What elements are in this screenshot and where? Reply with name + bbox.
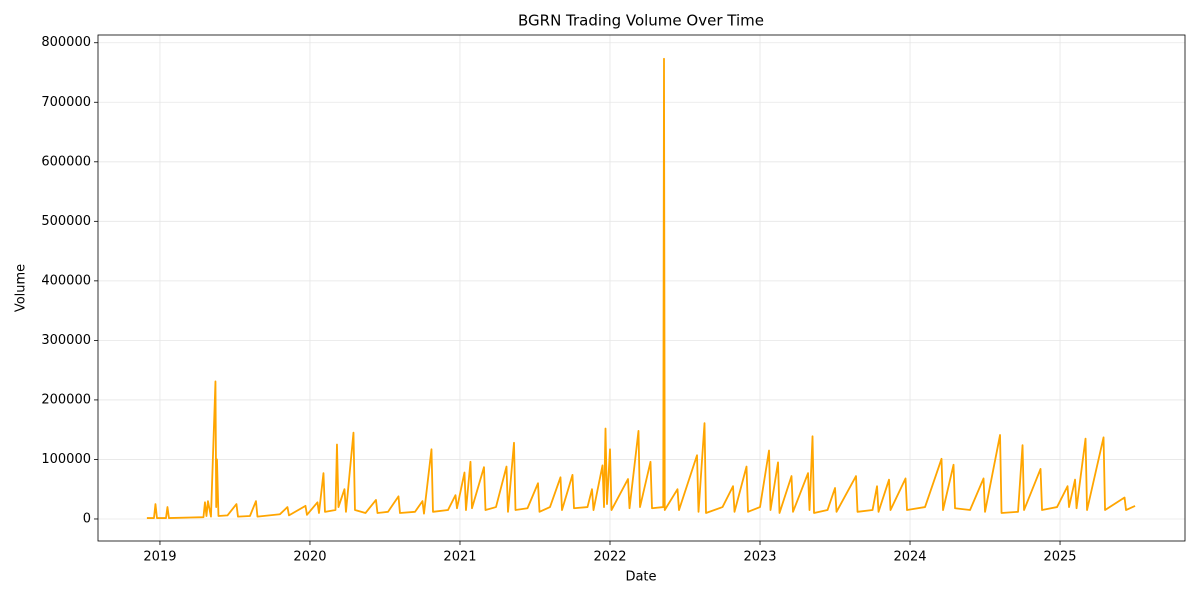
chart-title: BGRN Trading Volume Over Time	[518, 12, 764, 30]
y-axis-label: Volume	[14, 264, 29, 312]
y-tick-label: 800000	[41, 35, 91, 50]
y-tick-label: 600000	[41, 154, 91, 169]
x-tick-label: 2022	[593, 550, 626, 565]
y-tick-label: 500000	[41, 214, 91, 229]
x-tick-label: 2024	[893, 550, 926, 565]
data-line	[146, 57, 1136, 519]
x-tick-label: 2020	[293, 550, 326, 565]
y-tick-label: 100000	[41, 452, 91, 467]
y-tick-label: 300000	[41, 333, 91, 348]
x-tick-label: 2019	[143, 550, 176, 565]
x-tick-label: 2021	[443, 550, 476, 565]
x-axis-label: Date	[625, 570, 656, 585]
x-tick-label: 2023	[743, 550, 776, 565]
plot-frame	[97, 34, 1186, 542]
x-tick-label: 2025	[1043, 550, 1076, 565]
y-tick-label: 200000	[41, 392, 91, 407]
y-tick-label: 0	[83, 511, 91, 526]
y-tick-label: 700000	[41, 95, 91, 110]
y-tick-label: 400000	[41, 273, 91, 288]
